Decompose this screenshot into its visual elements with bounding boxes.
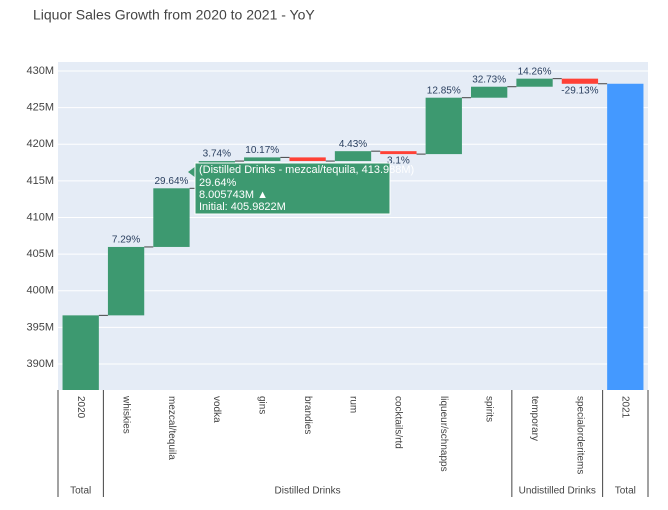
x-tick-label: 2021 [620,396,631,419]
tooltip-line: 8.005743M ▲ [199,189,268,201]
y-tick-label: 405M [26,248,54,260]
bar [244,157,281,162]
y-tick-label: 415M [26,175,54,187]
bar [425,97,462,155]
tooltip-pointer [188,166,196,178]
chart-title: Liquor Sales Growth from 2020 to 2021 - … [33,7,315,23]
bar-label: 12.85% [427,85,461,96]
y-tick-label: 390M [26,358,54,370]
bar [153,188,190,247]
tooltip-box [194,162,391,215]
tooltip-line: (Distilled Drinks - mezcal/tequila, 413.… [199,164,414,176]
y-tick-label: 430M [26,65,54,77]
x-tick-label: temporary [529,396,540,441]
bar-label: 4.43% [339,139,367,150]
x-tick-label: gins [257,396,268,414]
bar [62,315,99,390]
bar-label: 3.1% [387,156,410,167]
x-tick-label: vodka [211,396,222,423]
plot-area [58,62,648,390]
bar [334,151,372,162]
tooltip: (Distilled Drinks - mezcal/tequila, 413.… [188,162,414,215]
x-tick-label: cocktails/rtd [393,396,404,449]
x-tick-label: specialorderitems [574,396,585,474]
bar-label: -29.13% [561,85,598,96]
y-tick-label: 420M [26,138,54,150]
bar [107,246,145,316]
bar [561,78,599,84]
group-label: Distilled Drinks [275,486,341,497]
group-label: Undistilled Drinks [519,486,596,497]
x-tick-label: 2020 [75,396,86,419]
x-tick-label: mezcal/tequila [166,396,177,460]
group-label: Total [615,486,636,497]
bar-label: 32.73% [472,74,506,85]
x-tick-label: liqueur/schnapps [438,396,449,472]
tooltip-line: 29.64% [199,177,237,189]
bar [516,78,553,87]
y-tick-label: 400M [26,285,54,297]
bar-label: 7.29% [112,235,140,246]
bar [289,157,326,162]
bar-label: 14.26% [518,66,552,77]
y-tick-label: 425M [26,102,54,114]
tooltip-line: Initial: 405.9822M [199,201,286,213]
y-tick-label: 410M [26,211,54,223]
x-tick-label: whiskies [120,395,131,434]
y-tick-label: 395M [26,321,54,333]
bar [380,151,417,155]
x-tick-label: brandies [302,396,313,434]
x-tick-label: spirits [484,396,495,422]
bar-label: 29.64% [155,176,189,187]
group-label: Total [70,486,91,497]
x-tick-label: rum [347,396,358,413]
bar-label: 3.74% [203,149,231,160]
bar-label: 10.17% [245,145,279,156]
bar [471,86,508,98]
bar [607,83,644,390]
